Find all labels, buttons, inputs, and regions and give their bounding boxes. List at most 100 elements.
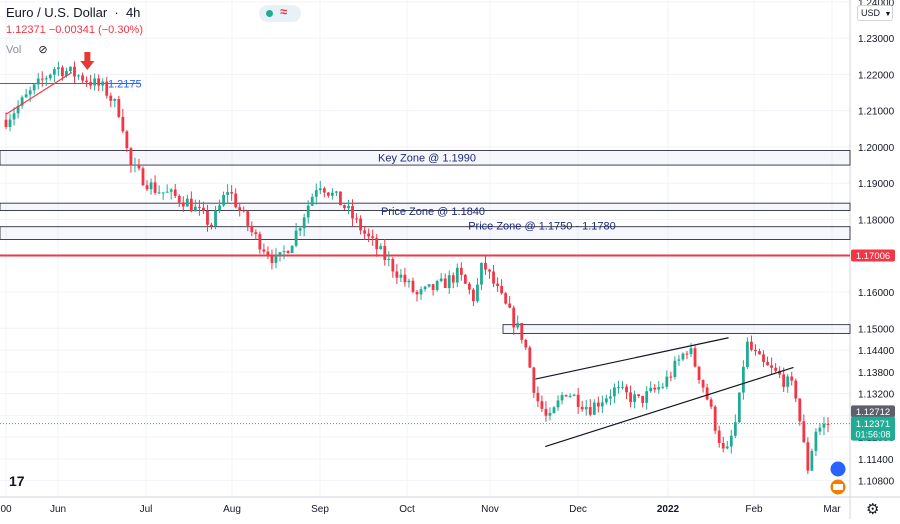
candle-body (443, 278, 447, 288)
candle-body (258, 234, 262, 250)
candle-body (214, 210, 217, 227)
candle (609, 389, 612, 406)
eye-off-icon[interactable]: ⊘ (38, 44, 48, 56)
candle (790, 371, 794, 386)
candle-body (16, 105, 20, 114)
candle-body (677, 359, 681, 361)
trendline-early-channel (5, 72, 73, 115)
candle (290, 245, 294, 254)
currency-select[interactable]: USD ▼ (857, 5, 893, 21)
candle (403, 267, 407, 287)
candle (447, 270, 451, 294)
candle-body (782, 374, 786, 387)
candle (314, 183, 318, 205)
candle (16, 100, 20, 119)
candle-body (455, 267, 459, 283)
candle-body (61, 67, 64, 77)
candle-body (121, 116, 125, 132)
candle (101, 78, 105, 92)
candle (669, 371, 673, 382)
candle-body (576, 394, 580, 407)
candle (109, 92, 113, 108)
candle (564, 394, 568, 397)
candle-body (403, 274, 407, 283)
candle (528, 345, 532, 368)
candle (113, 98, 117, 108)
candle-body (193, 206, 197, 212)
candle (556, 395, 560, 411)
candle-body (97, 78, 101, 86)
candle-body (737, 392, 741, 423)
candle-body (508, 303, 512, 308)
candle (335, 190, 338, 196)
candle-body (4, 119, 8, 127)
candle (351, 199, 354, 227)
candle (262, 243, 266, 254)
candle-body (750, 341, 753, 350)
candle (629, 385, 632, 408)
candle-body (48, 74, 52, 79)
x-tick-label: Mar (823, 504, 841, 515)
candle-body (613, 387, 616, 397)
candle (681, 352, 685, 362)
candle-body (383, 246, 387, 261)
candle-body (790, 376, 794, 381)
candle (439, 272, 443, 283)
candle (504, 291, 508, 305)
candle (802, 414, 806, 443)
candle-body (733, 422, 737, 436)
candle-body (40, 78, 44, 80)
candle (330, 188, 334, 200)
candle (544, 401, 548, 422)
candle (375, 234, 379, 257)
candle (500, 279, 504, 295)
candle (596, 396, 600, 413)
candle-body (685, 353, 689, 355)
candle (750, 335, 753, 352)
candle-body (665, 376, 669, 387)
candle (310, 193, 314, 207)
candle-body (621, 386, 624, 388)
live-dot-icon (266, 10, 273, 17)
candle-body (290, 245, 294, 254)
price-zone-range-label: Price Zone @ 1.1750 - 1.1780 (468, 221, 616, 233)
x-tick-label: 00 (0, 504, 12, 515)
candle-body (141, 168, 145, 186)
candle-body (580, 406, 584, 410)
candle (318, 180, 322, 195)
candle-body (351, 206, 354, 219)
volume-label[interactable]: Vol ⊘ (6, 43, 48, 56)
candle-body (729, 435, 733, 447)
candle (282, 245, 286, 260)
candle-body (274, 255, 278, 263)
interval-label[interactable]: 4h (125, 5, 141, 20)
candle (371, 229, 375, 246)
candle-body (330, 192, 334, 196)
candle (713, 405, 717, 435)
candle (697, 366, 701, 384)
candle-body (246, 211, 250, 226)
candle (36, 73, 40, 90)
candle (415, 290, 419, 302)
candle-body (439, 278, 443, 281)
level-label-12175: 1.2175 (108, 78, 142, 90)
candle-body (222, 194, 225, 206)
candle-body (415, 291, 419, 295)
candle-body (596, 402, 600, 407)
candle-body (359, 218, 362, 231)
candle-body (399, 274, 403, 278)
candle-body (423, 286, 427, 290)
candle (181, 196, 185, 213)
status-pill[interactable]: ≈ (259, 4, 301, 22)
candle (294, 223, 298, 248)
candle-body (286, 251, 290, 254)
gear-icon[interactable]: ⚙ (866, 501, 880, 518)
candle-body (149, 182, 153, 190)
candle-body (326, 192, 330, 196)
candle (653, 384, 657, 393)
candle-body (588, 407, 592, 415)
candle-body (754, 349, 757, 352)
tradingview-logo[interactable]: 17 (9, 473, 25, 489)
candle (246, 209, 250, 232)
